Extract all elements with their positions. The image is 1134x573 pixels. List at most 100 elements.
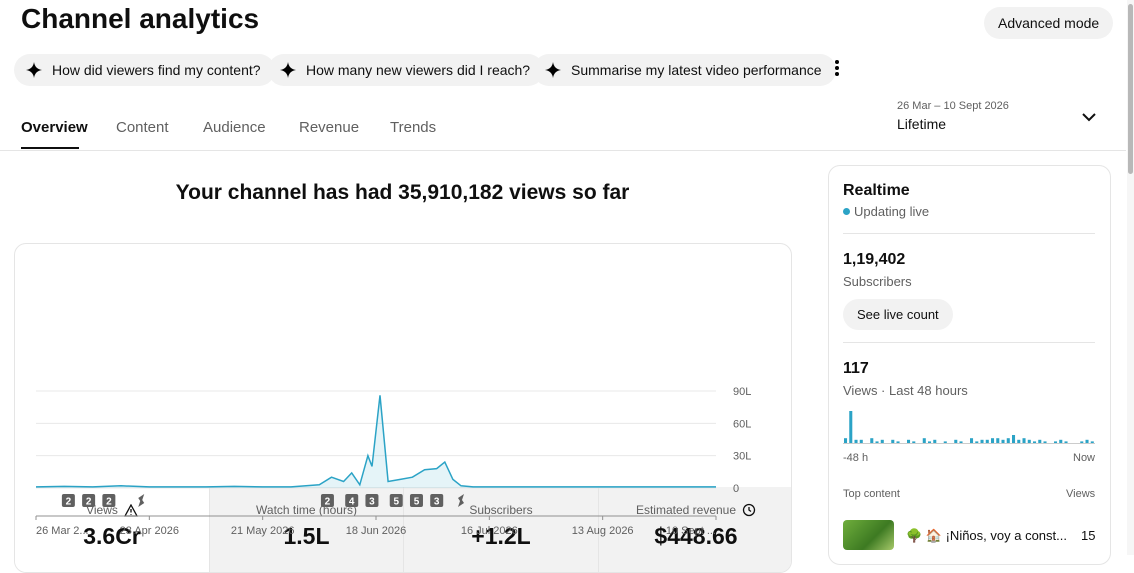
- more-menu[interactable]: [830, 58, 844, 78]
- realtime-views-label: Views · Last 48 hours: [843, 383, 968, 398]
- y-tick-label: 0: [733, 483, 739, 495]
- bar: [1022, 438, 1026, 443]
- bar: [933, 439, 937, 443]
- publish-marker: [82, 494, 96, 507]
- bar: [870, 438, 874, 443]
- tab[interactable]: Revenue: [299, 119, 360, 136]
- publish-marker: [409, 494, 423, 507]
- bar: [1001, 439, 1005, 443]
- advanced-mode-button[interactable]: Advanced mode: [984, 7, 1114, 39]
- bar: [1059, 439, 1063, 443]
- metric-value: $448.66: [654, 523, 738, 549]
- scrollbar: [1127, 0, 1134, 555]
- publish-count: 4: [349, 497, 355, 508]
- axis-start: -48 h: [843, 452, 869, 464]
- prompt-text: How did viewers find my content?: [52, 62, 261, 78]
- bar: [996, 438, 1000, 443]
- bar: [1006, 438, 1010, 443]
- clock-icon: [742, 503, 756, 517]
- dropdown-chevron[interactable]: [1081, 111, 1097, 125]
- publish-count: 5: [393, 497, 399, 508]
- bar: [875, 441, 879, 443]
- line-chart: 0 30L 60L 90L 26 Mar 2... 23 Apr 2026 21 May 2…: [35, 386, 751, 537]
- bar: [959, 441, 963, 443]
- metric-value: 3.6Cr: [83, 523, 141, 549]
- tab[interactable]: Content: [116, 119, 169, 136]
- publish-count: 3: [369, 497, 375, 508]
- prompt-chip[interactable]: How many new viewers did I reach?: [268, 54, 545, 86]
- bar: [891, 439, 895, 443]
- bar: [1080, 441, 1084, 443]
- video-views: 15: [1081, 528, 1096, 543]
- bar: [854, 439, 858, 443]
- publish-marker: [320, 494, 334, 507]
- publish-count: 2: [325, 497, 331, 508]
- y-tick-label: 90L: [733, 386, 751, 398]
- divider: [843, 342, 1095, 343]
- realtime-card: [828, 165, 1111, 565]
- publish-marker: [61, 494, 75, 507]
- x-tick-label: 21 May 2026: [231, 525, 295, 537]
- publish-marker: [345, 494, 359, 507]
- bar: [991, 438, 995, 443]
- publish-count: 2: [106, 497, 112, 508]
- video-title[interactable]: 🌳 🏠 ¡Niños, voy a const...: [906, 528, 1066, 543]
- publish-marker: [365, 494, 379, 507]
- bar: [849, 411, 853, 443]
- divider: [843, 233, 1095, 234]
- shorts-marker: [458, 494, 464, 507]
- metric-label: Estimated revenue: [635, 503, 737, 517]
- prompt-chip[interactable]: How did viewers find my content?: [14, 54, 275, 86]
- bar: [1090, 441, 1094, 443]
- tab-indicator: [21, 147, 79, 149]
- line: [35, 395, 716, 488]
- bar: [896, 441, 900, 443]
- video-thumbnail[interactable]: [843, 520, 894, 550]
- bar: [970, 438, 974, 443]
- bar: [1043, 441, 1047, 443]
- area: [36, 395, 716, 488]
- headline: Your channel has had 35,910,182 views so…: [175, 181, 630, 204]
- axis-end: Now: [1073, 452, 1096, 464]
- metric-value: 1.5L: [283, 523, 330, 549]
- publish-marker: [102, 494, 116, 507]
- publish-count: 2: [66, 497, 72, 508]
- publish-count: 5: [414, 497, 420, 508]
- sparkle-icon: [545, 62, 561, 78]
- page-title: Channel analytics: [21, 3, 260, 34]
- realtime-title: Realtime: [843, 182, 910, 199]
- prompt-text: Summarise my latest video performance: [571, 62, 822, 78]
- subscriber-label: Subscribers: [843, 274, 912, 289]
- bar: [1085, 439, 1089, 443]
- divider: [0, 150, 1126, 151]
- date-preset[interactable]: Lifetime: [897, 116, 947, 132]
- bar: [907, 439, 911, 443]
- publish-marker: [389, 494, 403, 507]
- prompt-text: How many new viewers did I reach?: [306, 62, 531, 78]
- subscriber-count: 1,19,402: [843, 251, 906, 268]
- x-tick-label: 10 Sept ...: [666, 525, 716, 537]
- x-tick-label: 13 Aug 2026: [572, 525, 634, 537]
- bar: [1027, 439, 1031, 443]
- y-tick-label: 60L: [733, 418, 751, 430]
- tab[interactable]: Trends: [390, 119, 437, 136]
- publish-marker: [430, 494, 444, 507]
- sparkle-icon: [280, 62, 296, 78]
- bar: [928, 441, 932, 443]
- bar: [844, 438, 848, 443]
- bar: [922, 438, 926, 443]
- prompt-chip[interactable]: Summarise my latest video performance: [533, 54, 836, 86]
- x-tick-label: 26 Mar 2...: [36, 525, 89, 537]
- tab[interactable]: Overview: [21, 119, 88, 136]
- metric-value: +1.2L: [471, 523, 531, 549]
- live-count-button[interactable]: See live count: [843, 299, 953, 330]
- bar: [912, 441, 916, 443]
- metric-label: Subscribers: [469, 503, 533, 517]
- publish-count: 3: [434, 497, 440, 508]
- bar: [1012, 435, 1016, 443]
- tab[interactable]: Audience: [203, 119, 266, 136]
- x-tick-label: 16 Jul 2026: [461, 525, 518, 537]
- sparkle-icon: [26, 62, 42, 78]
- bar: [859, 439, 863, 443]
- x-tick-label: 23 Apr 2026: [120, 525, 179, 537]
